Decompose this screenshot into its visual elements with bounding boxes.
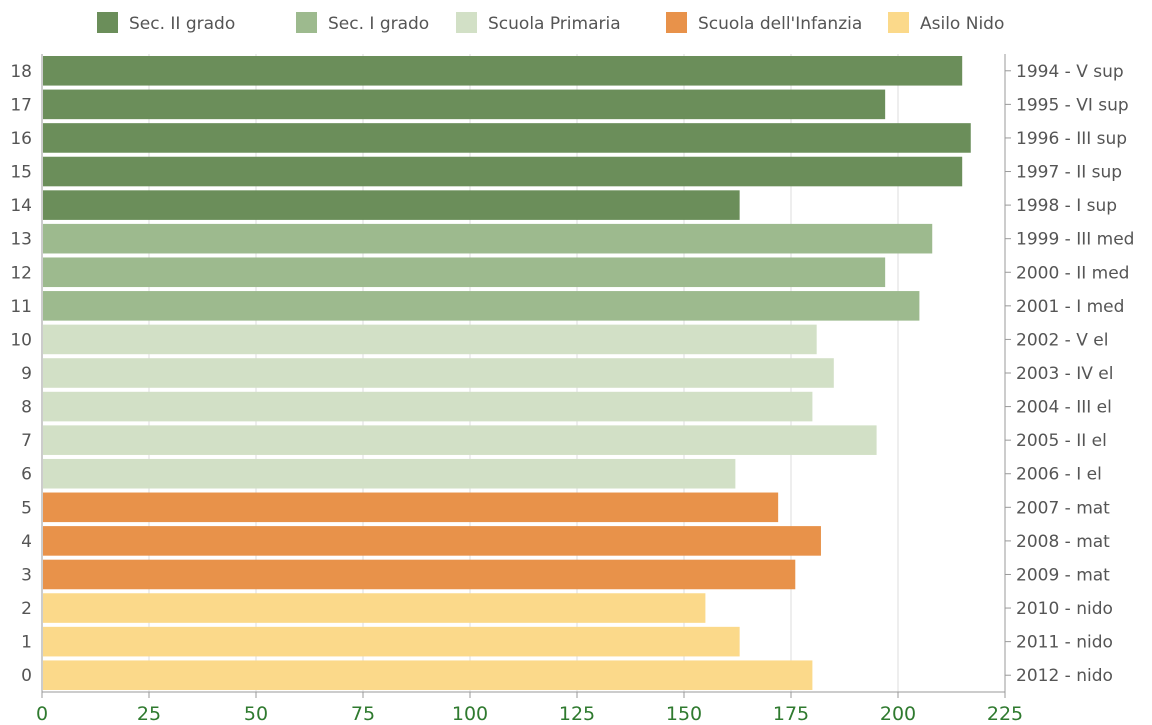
y-tick-label: 11 (10, 297, 32, 317)
right-label: 2002 - V el (1016, 330, 1108, 350)
bar (43, 190, 740, 220)
y-tick-label: 4 (21, 532, 32, 552)
right-label: 1994 - V sup (1016, 62, 1124, 82)
bar (43, 223, 933, 254)
bar (43, 89, 886, 120)
bar (43, 458, 736, 489)
y-tick-label: 17 (10, 95, 32, 115)
bar (43, 291, 920, 321)
y-tick-label: 15 (10, 163, 32, 183)
bar (43, 391, 813, 422)
legend-label: Sec. I grado (328, 14, 429, 34)
y-tick-label: 1 (21, 633, 32, 653)
right-label: 1995 - VI sup (1016, 95, 1129, 115)
right-label: 2000 - II med (1016, 263, 1129, 283)
y-tick-label: 12 (10, 263, 32, 283)
right-label: 2012 - nido (1016, 666, 1113, 686)
bar (43, 425, 877, 455)
x-tick-label: 125 (559, 703, 595, 725)
y-tick-label: 3 (21, 565, 32, 585)
legend-label: Scuola dell'Infanzia (698, 14, 862, 34)
legend-label: Asilo Nido (920, 14, 1004, 34)
x-tick-label: 175 (773, 703, 809, 725)
y-tick-label: 14 (10, 196, 32, 216)
x-tick-label: 100 (452, 703, 488, 725)
bar (43, 492, 779, 523)
right-label: 2001 - I med (1016, 297, 1124, 317)
y-tick-label: 9 (21, 364, 32, 384)
right-axis: 1994 - V sup 1995 - VI sup 1996 - III sup 1… (1004, 54, 1134, 692)
bar (43, 660, 813, 690)
bar (43, 324, 817, 355)
bar (43, 526, 821, 556)
legend-label: Scuola Primaria (488, 14, 621, 34)
legend-swatch (888, 12, 909, 33)
x-tick-label: 0 (36, 703, 48, 725)
bars (43, 56, 971, 690)
right-label: 1999 - III med (1016, 230, 1134, 250)
y-tick-label: 0 (21, 666, 32, 686)
y-tick-label: 5 (21, 498, 32, 518)
x-tick-label: 75 (351, 703, 375, 725)
bar (43, 156, 963, 187)
bar (43, 123, 971, 153)
x-tick-label: 225 (987, 703, 1023, 725)
right-label: 1996 - III sup (1016, 129, 1127, 149)
right-label: 2008 - mat (1016, 532, 1110, 552)
x-tick-label: 200 (880, 703, 916, 725)
x-axis: 0 25 50 75 100 125 150 175 200 225 (36, 691, 1023, 725)
bar (43, 358, 834, 388)
legend-swatch (666, 12, 687, 33)
right-label: 2003 - IV el (1016, 364, 1113, 384)
right-label: 1997 - II sup (1016, 163, 1122, 183)
legend-swatch (296, 12, 317, 33)
legend-swatch (97, 12, 118, 33)
y-tick-label: 13 (10, 230, 32, 250)
y-tick-label: 16 (10, 129, 32, 149)
bar (43, 56, 963, 86)
x-tick-label: 25 (137, 703, 161, 725)
y-tick-label: 6 (21, 465, 32, 485)
right-label: 2010 - nido (1016, 599, 1113, 619)
bar (43, 559, 796, 590)
bar (43, 626, 740, 657)
right-label: 2011 - nido (1016, 633, 1113, 653)
y-tick-label: 18 (10, 62, 32, 82)
right-label: 1998 - I sup (1016, 196, 1117, 216)
right-label: 2009 - mat (1016, 565, 1110, 585)
legend-swatch (456, 12, 477, 33)
y-tick-label: 2 (21, 599, 32, 619)
x-tick-label: 50 (244, 703, 268, 725)
y-tick-label: 8 (21, 398, 32, 418)
x-tick-label: 150 (666, 703, 702, 725)
legend-label: Sec. II grado (129, 14, 235, 34)
right-label: 2007 - mat (1016, 498, 1110, 518)
right-label: 2004 - III el (1016, 398, 1112, 418)
right-label: 2005 - II el (1016, 431, 1107, 451)
y-tick-label: 10 (10, 330, 32, 350)
y-tick-label: 7 (21, 431, 32, 451)
bar (43, 593, 706, 623)
legend: Sec. II grado Sec. I grado Scuola Primaria… (97, 12, 1004, 34)
bar (43, 257, 886, 288)
right-label: 2006 - I el (1016, 465, 1102, 485)
